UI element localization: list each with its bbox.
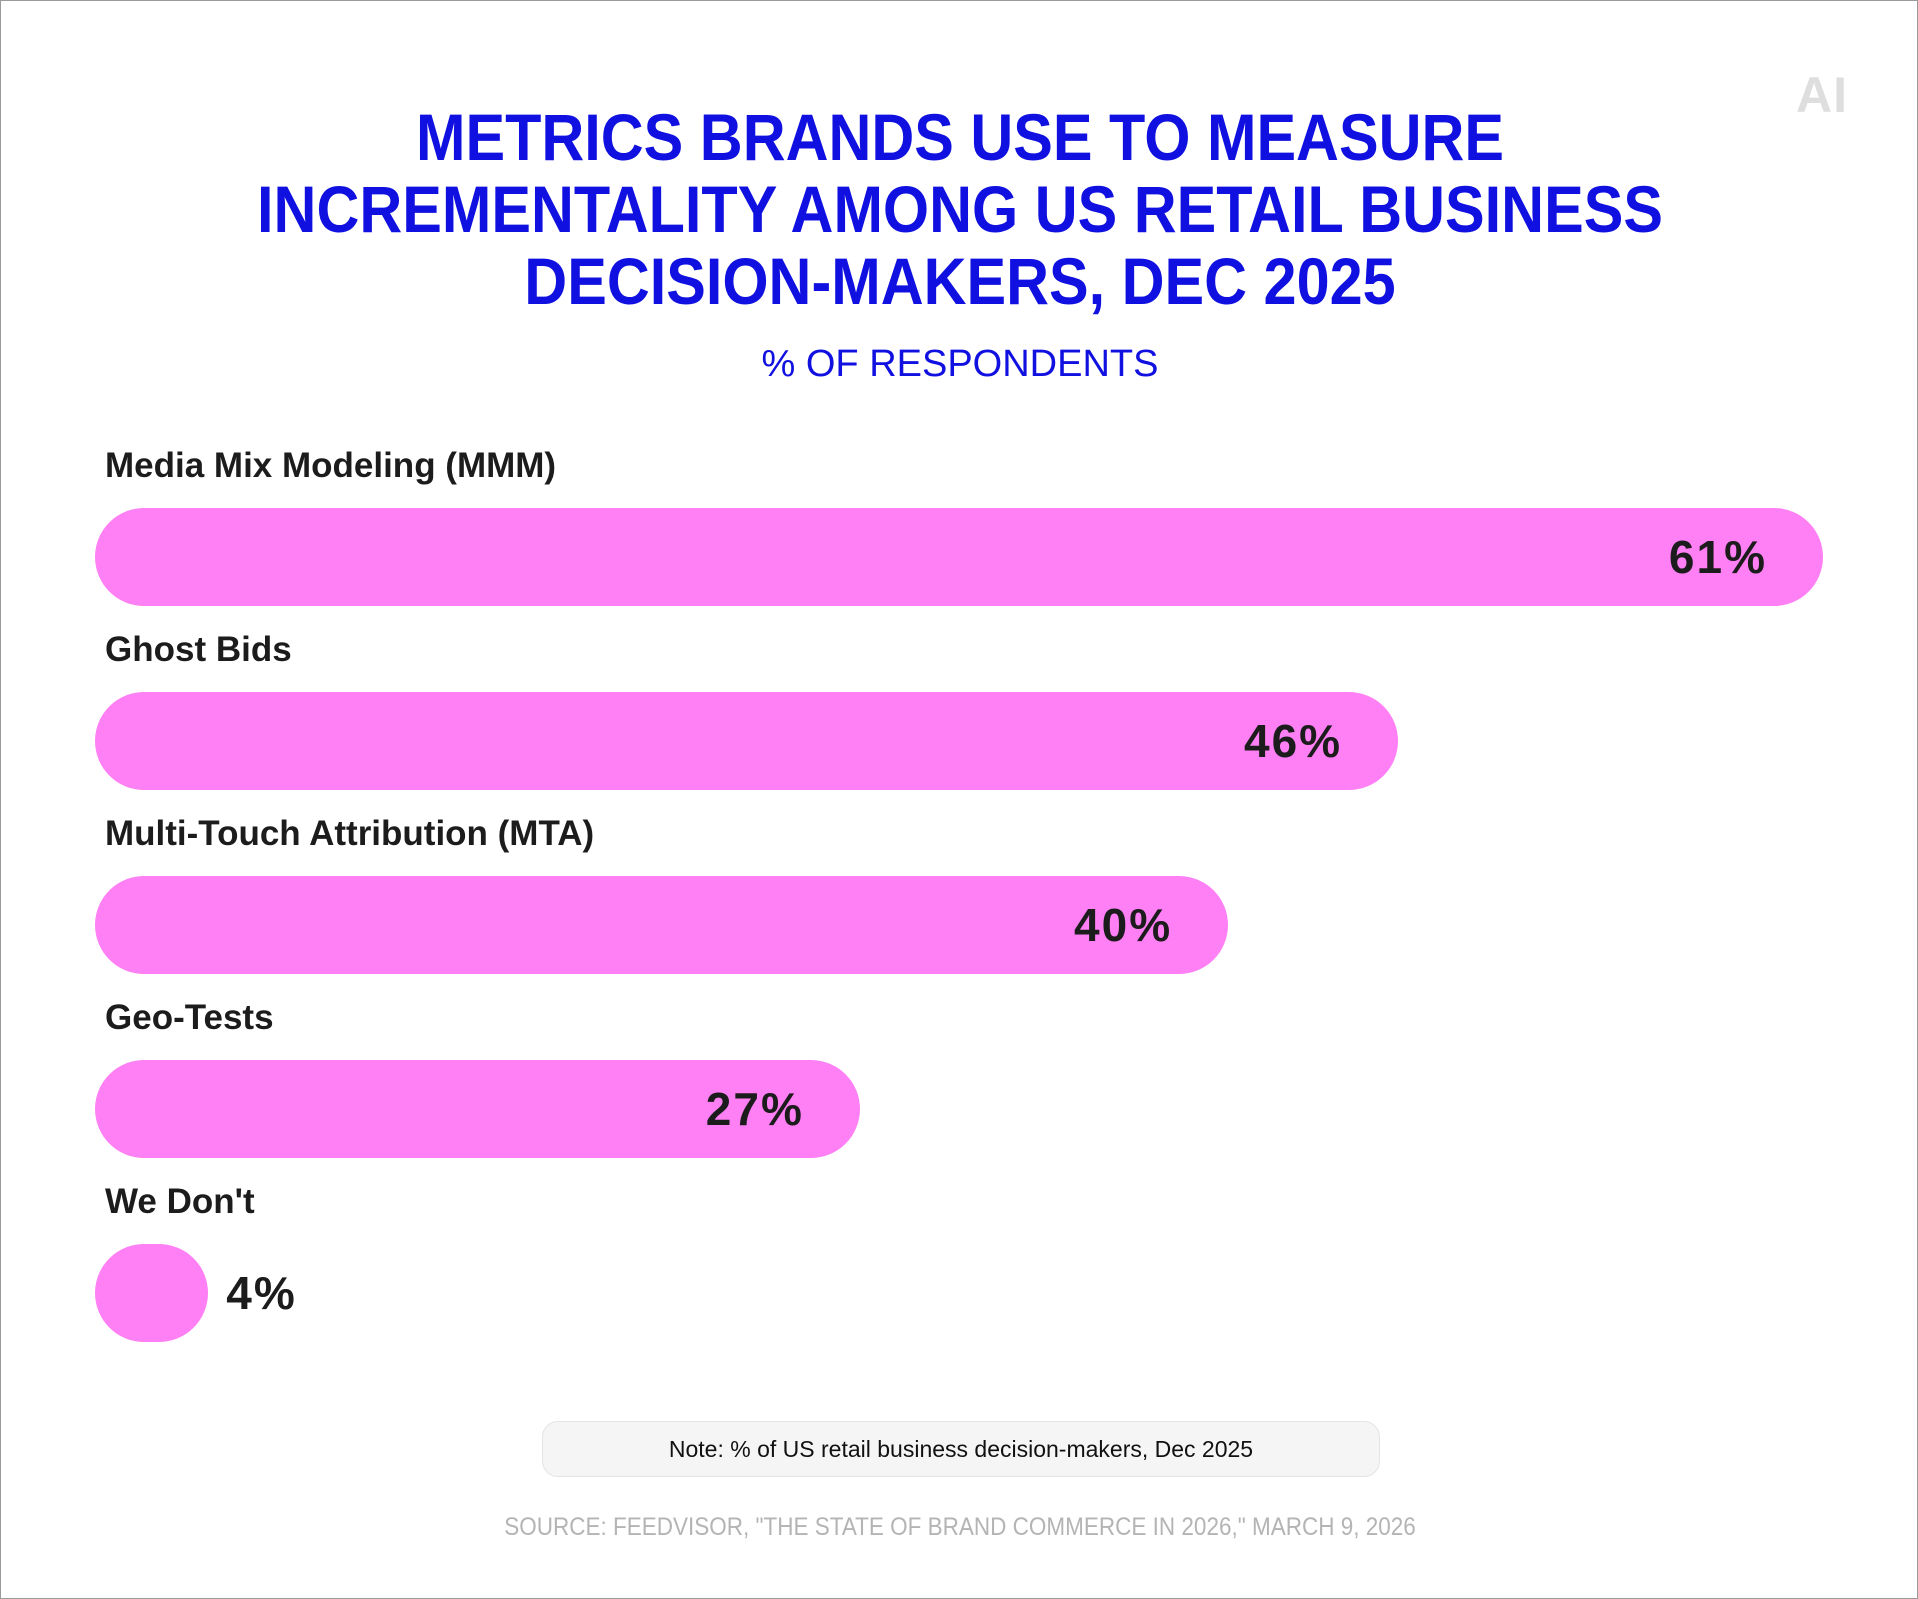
value-label: 46% xyxy=(1244,715,1343,767)
category-label: Ghost Bids xyxy=(105,630,292,669)
category-label: Geo-Tests xyxy=(105,998,274,1037)
category-label: We Don't xyxy=(105,1182,255,1221)
bar xyxy=(95,1060,860,1158)
chart-title: METRICS BRANDS USE TO MEASURE INCREMENTA… xyxy=(257,100,1663,318)
category-label: Multi-Touch Attribution (MTA) xyxy=(105,814,595,853)
chart-note: Note: % of US retail business decision-m… xyxy=(542,1421,1380,1477)
value-label: 61% xyxy=(1668,531,1767,583)
value-label: 27% xyxy=(705,1083,804,1135)
category-label: Media Mix Modeling (MMM) xyxy=(105,446,557,485)
bar xyxy=(95,1244,209,1342)
bar xyxy=(95,508,1823,606)
bar xyxy=(95,876,1229,974)
bar xyxy=(95,692,1399,790)
value-label: 4% xyxy=(226,1267,297,1319)
value-label: 40% xyxy=(1074,899,1173,951)
chart-source: SOURCE: FEEDVISOR, "THE STATE OF BRAND C… xyxy=(504,1513,1416,1541)
brand-logo: AI xyxy=(1796,67,1848,123)
chart-subtitle: % OF RESPONDENTS xyxy=(761,343,1159,385)
